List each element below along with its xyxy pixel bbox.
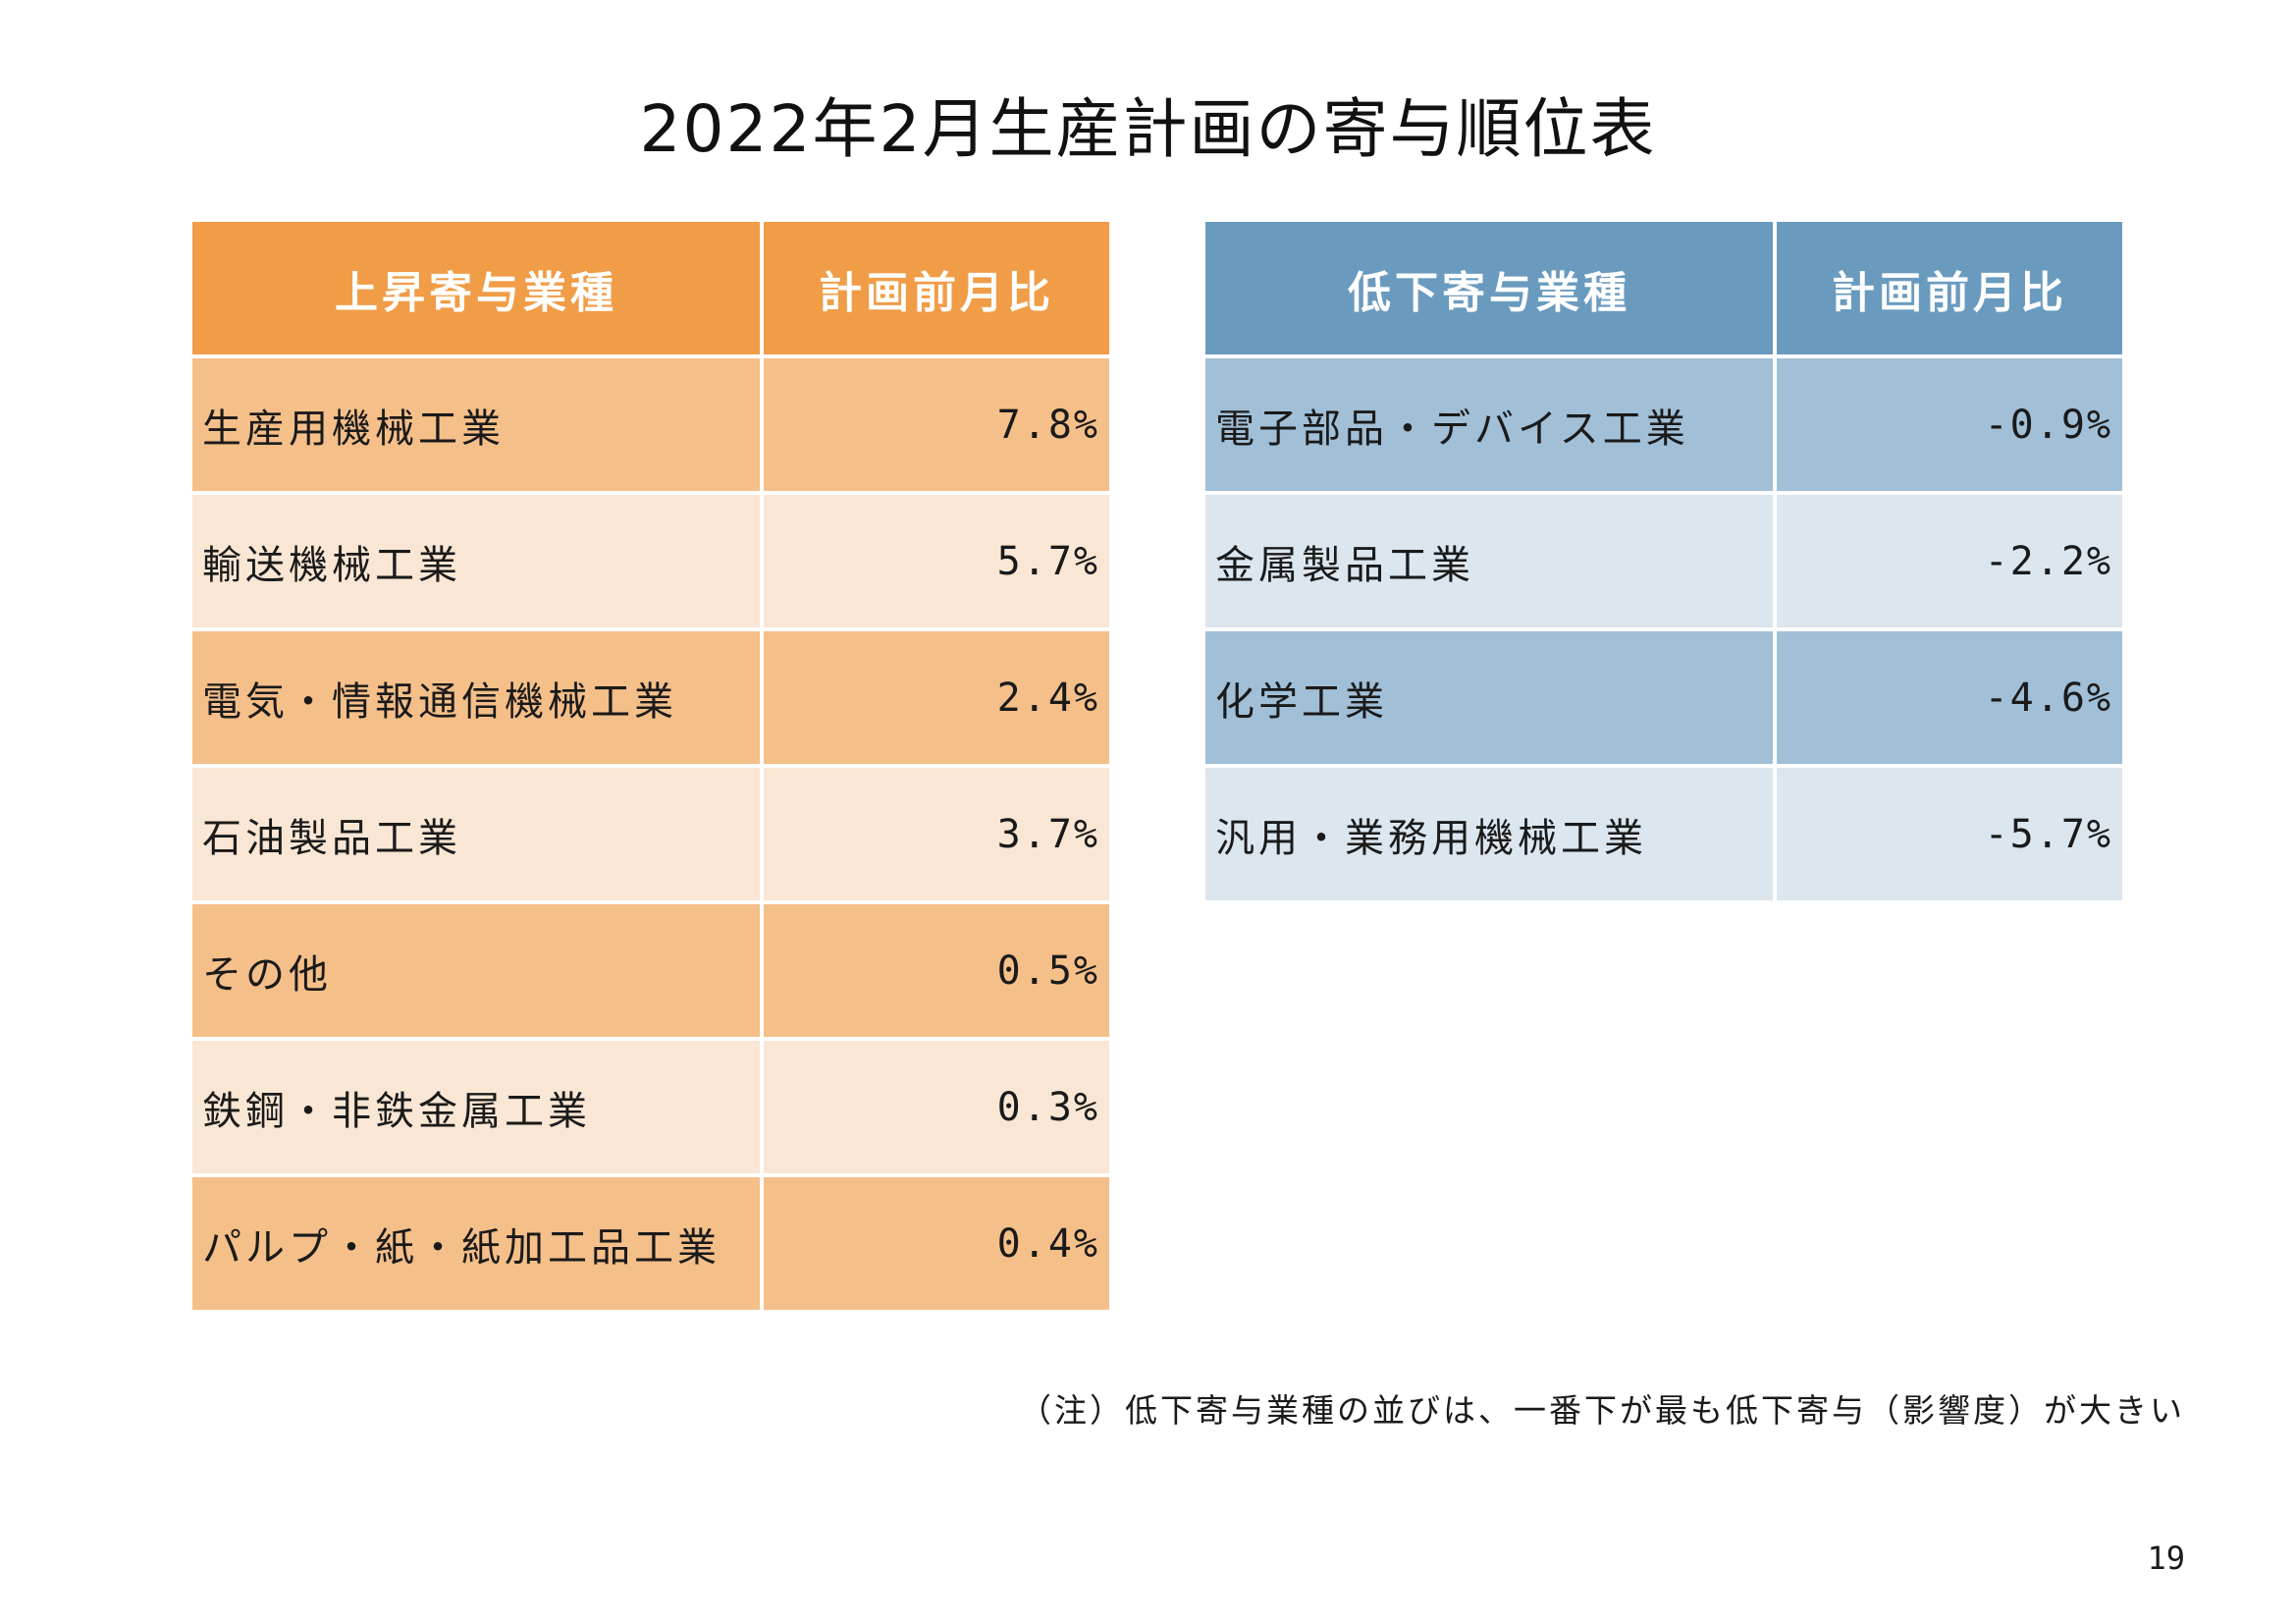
footnote: （注）低下寄与業種の並びは、一番下が最も低下寄与（影響度）が大きい (1019, 1391, 2185, 1430)
table-row: 生産用機械工業 7.8% (188, 354, 1113, 495)
industry-name: 電気・情報通信機械工業 (188, 627, 764, 768)
industry-name: 鉄鋼・非鉄金属工業 (188, 1037, 764, 1177)
mom-ratio-value: -4.6% (1773, 627, 2126, 768)
table-row: 汎用・業務用機械工業 -5.7% (1201, 764, 2126, 904)
mom-ratio-value: -5.7% (1773, 764, 2126, 904)
falling-contribution-table: 低下寄与業種 計画前月比 電子部品・デバイス工業 -0.9% 金属製品工業 -2… (1201, 218, 2126, 904)
mom-ratio-value: 7.8% (760, 354, 1113, 495)
table-row: パルプ・紙・紙加工品工業 0.4% (188, 1173, 1113, 1314)
table-row: 鉄鋼・非鉄金属工業 0.3% (188, 1037, 1113, 1177)
table-row: 電子部品・デバイス工業 -0.9% (1201, 354, 2126, 495)
column-header-industry: 低下寄与業種 (1201, 218, 1777, 358)
industry-name: 輸送機械工業 (188, 491, 764, 631)
industry-name: その他 (188, 900, 764, 1041)
industry-name: 生産用機械工業 (188, 354, 764, 495)
table-row: 化学工業 -4.6% (1201, 627, 2126, 768)
mom-ratio-value: 0.5% (760, 900, 1113, 1041)
mom-ratio-value: 3.7% (760, 764, 1113, 904)
mom-ratio-value: 2.4% (760, 627, 1113, 768)
page-number: 19 (2147, 1540, 2185, 1577)
mom-ratio-value: -2.2% (1773, 491, 2126, 631)
column-header-mom-ratio: 計画前月比 (1773, 218, 2126, 358)
industry-name: パルプ・紙・紙加工品工業 (188, 1173, 764, 1314)
table-header-row: 低下寄与業種 計画前月比 (1201, 218, 2126, 358)
mom-ratio-value: 0.3% (760, 1037, 1113, 1177)
mom-ratio-value: 5.7% (760, 491, 1113, 631)
industry-name: 化学工業 (1201, 627, 1777, 768)
column-header-industry: 上昇寄与業種 (188, 218, 764, 358)
table-row: 石油製品工業 3.7% (188, 764, 1113, 904)
table-row: 金属製品工業 -2.2% (1201, 491, 2126, 631)
table-row: 電気・情報通信機械工業 2.4% (188, 627, 1113, 768)
rising-contribution-table: 上昇寄与業種 計画前月比 生産用機械工業 7.8% 輸送機械工業 5.7% 電気… (188, 218, 1113, 1314)
mom-ratio-value: -0.9% (1773, 354, 2126, 495)
table-row: 輸送機械工業 5.7% (188, 491, 1113, 631)
industry-name: 石油製品工業 (188, 764, 764, 904)
industry-name: 金属製品工業 (1201, 491, 1777, 631)
column-header-mom-ratio: 計画前月比 (760, 218, 1113, 358)
table-row: その他 0.5% (188, 900, 1113, 1041)
table-header-row: 上昇寄与業種 計画前月比 (188, 218, 1113, 358)
page-title: 2022年2月生産計画の寄与順位表 (639, 91, 1657, 167)
industry-name: 汎用・業務用機械工業 (1201, 764, 1777, 904)
industry-name: 電子部品・デバイス工業 (1201, 354, 1777, 495)
mom-ratio-value: 0.4% (760, 1173, 1113, 1314)
